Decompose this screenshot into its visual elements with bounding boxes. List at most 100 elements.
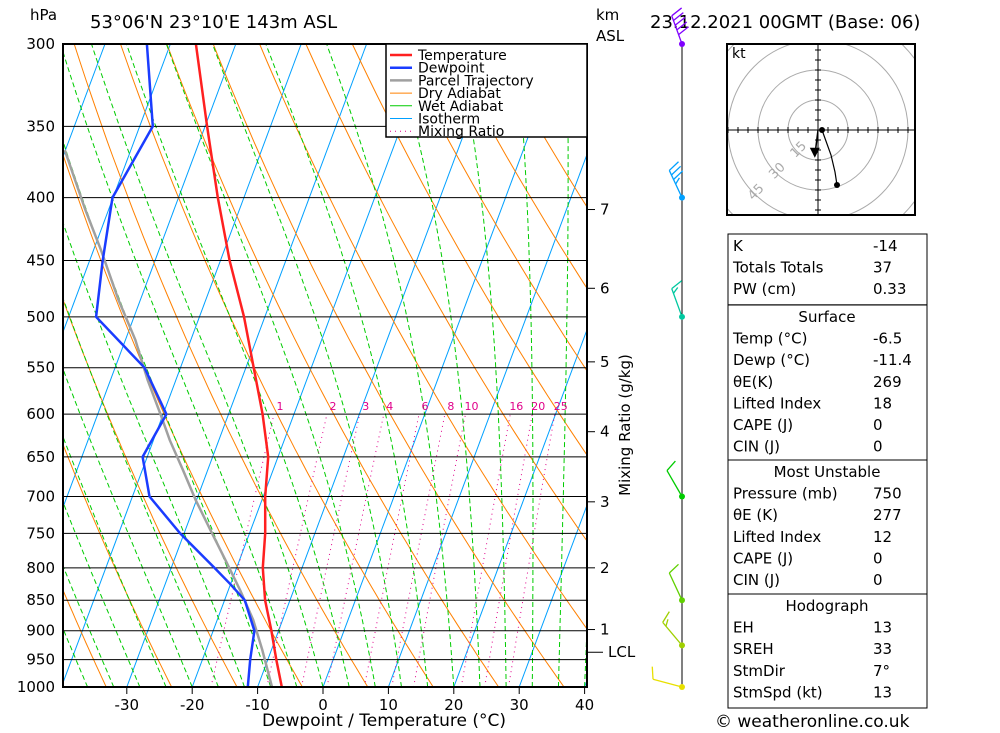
table-row-label: PW (cm) [733,280,796,298]
legend-label: Parcel Trajectory [418,73,534,89]
wind-barb-feather [678,26,689,36]
x-tick-label: -30 [115,696,140,714]
wind-level-dot [679,313,685,320]
indices-box [727,233,928,306]
surface-title: Surface [798,308,855,326]
x-tick-label: -20 [180,696,205,714]
table-row-label: θE(K) [733,373,773,391]
sounding-series [63,44,284,687]
wet-adiabat-line [456,44,507,687]
datetime-title: 23.12.2021 00GMT (Base: 06) [650,12,920,33]
dewpoint-line [94,44,256,687]
surface-box [727,304,928,463]
table-row-label: Lifted Index [733,394,821,412]
mixing-ratio-line [363,414,420,687]
wind-barb-staff [666,470,683,497]
pressure-tick-label: 700 [26,488,55,506]
lcl-label: LCL [608,643,636,661]
wet-adiabat-line [91,44,324,687]
axis-ticks: 1 2 3 4 6 8 10 16 20 2530035040045050055060065070… [17,35,636,714]
table-row-value: 7° [873,662,890,680]
wind-level-dot [679,194,685,201]
table-row-value: 0.33 [873,280,906,298]
isotherm-line [387,153,587,687]
temperature-line [194,44,284,687]
x-axis-label: Dewpoint / Temperature (°C) [262,711,506,731]
wind-barb-staff [652,678,683,688]
wind-barb-feather [671,7,683,17]
pressure-tick-label: 600 [26,405,55,423]
mixing-ratio-label: 16 [509,400,523,413]
asl-label: ASL [596,27,625,45]
pressure-tick-label: 900 [26,622,55,640]
wind-barb-staff [671,288,683,318]
mixing-ratio-line [266,414,328,687]
dry-adiabat-line [351,44,587,456]
pressure-tick-label: 850 [26,591,55,609]
legend-label: Dewpoint [418,61,485,77]
wind-barb-feather [668,563,679,574]
km-label: km [596,6,619,24]
table-row-value: -14 [873,237,898,255]
wind-barb-feather [651,666,654,680]
mixing-ratio-line [413,414,466,687]
pressure-tick-label: 550 [26,359,55,377]
pressure-tick-label: 950 [26,651,55,669]
table-row-label: StmSpd (kt) [733,683,823,701]
table-row-label: CIN (J) [733,571,780,589]
wet-adiabat-line [63,50,298,687]
pressure-tick-label: 350 [26,117,55,135]
table-row-value: 18 [873,394,892,412]
table-row-value: 13 [873,683,892,701]
x-tick-label: 20 [444,696,463,714]
pressure-tick-label: 750 [26,524,55,542]
wind-barb-feather [675,177,680,185]
km-tick-label: 4 [600,423,610,441]
wind-level-dot [679,597,685,604]
wind-barbs [651,7,689,690]
dry-adiabat-line [305,44,587,542]
table-row-label: CAPE (J) [733,416,793,434]
table-row-value: -6.5 [873,330,902,348]
table-row-value: 37 [873,259,892,277]
wind-barb-feather [673,170,684,180]
table-row-value: 0 [873,571,883,589]
wind-barb-feather [670,165,682,176]
wind-barb-feather [676,21,688,31]
table-row-value: 12 [873,528,892,546]
wet-adiabat-line [391,44,481,687]
km-tick-label: 6 [600,279,610,297]
mixing-ratio-label: 8 [447,400,454,413]
wind-barb-feather [668,161,679,171]
table-row-label: Dewp (°C) [733,351,810,369]
mixing-ratio-label: 2 [329,400,336,413]
pressure-tick-label: 300 [26,35,55,53]
x-tick-label: 0 [318,696,328,714]
most_unstable-title: Most Unstable [774,463,881,481]
mixing-ratio-label: 4 [386,400,393,413]
table-row-label: θE (K) [733,506,778,524]
mixing-ratio-line [508,414,556,687]
hodo_table-box [727,593,928,709]
dry-adiabat-line [63,588,107,687]
legend-label: Wet Adiabat [418,99,504,115]
hodograph-point [834,182,840,188]
dry-adiabat-line [444,44,587,290]
table-row-label: CAPE (J) [733,549,793,567]
pressure-tick-label: 400 [26,189,55,207]
table-row-label: Temp (°C) [732,330,807,348]
mixing-ratio-label: 3 [362,400,369,413]
isotherm-line [257,44,498,687]
wet-adiabat-line [515,44,534,687]
km-tick-label: 3 [600,493,610,511]
hodograph-point [819,127,825,133]
table-row-label: Pressure (mb) [733,485,838,503]
wind-barb-feather [662,611,670,623]
wind-level-dot [679,493,685,500]
wind-level-dot [679,41,685,47]
mixing-ratio-line [326,414,385,687]
table-row-label: StmDir [733,662,786,680]
hodo_table-title: Hodograph [785,597,868,615]
